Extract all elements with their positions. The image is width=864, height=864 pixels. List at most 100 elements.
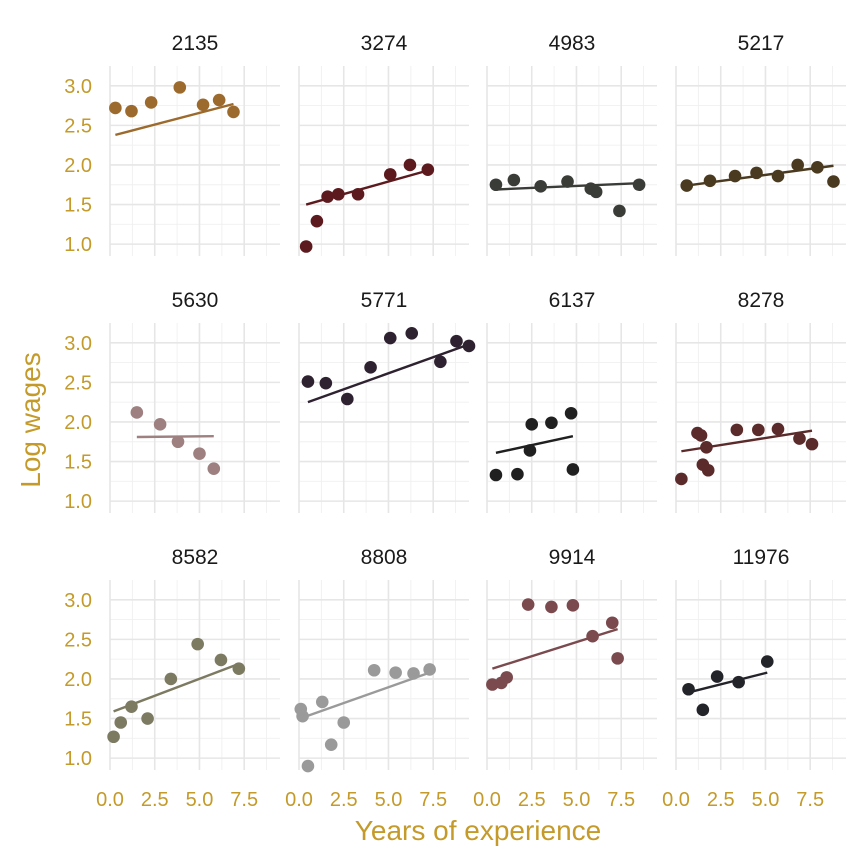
data-point (125, 104, 138, 118)
data-point (827, 175, 840, 188)
data-point (341, 392, 354, 406)
panel-8808: 8808 0.0 2.5 5.0 7.5 (285, 546, 469, 811)
data-point (125, 700, 138, 713)
data-point (153, 418, 167, 431)
data-point (805, 437, 819, 451)
panel-title: 2135 (172, 32, 219, 55)
data-point (611, 652, 624, 665)
data-point (310, 214, 324, 228)
grid (109, 580, 280, 770)
x-tick-label: 5.0 (186, 789, 214, 811)
panel-8278: 8278 (675, 289, 846, 513)
x-tick-label: 0.0 (473, 789, 501, 811)
data-point (301, 759, 315, 773)
data-point (403, 158, 417, 172)
y-tick-label: 3.0 (64, 76, 92, 98)
data-point (732, 675, 745, 689)
data-point (811, 161, 824, 174)
data-point (525, 418, 539, 431)
data-point (586, 629, 599, 643)
data-point (489, 178, 503, 192)
panel-title: 9914 (549, 546, 596, 569)
data-point (193, 447, 206, 460)
data-point (389, 666, 402, 679)
data-point (700, 440, 713, 454)
y-tick-label: 1.0 (64, 234, 92, 256)
grid (486, 66, 657, 256)
data-point (589, 185, 603, 199)
data-point (191, 637, 204, 651)
data-point (523, 444, 537, 457)
data-point (296, 709, 309, 723)
y-tick-label: 3.0 (64, 590, 92, 612)
panels-layer: 2135 1.0 1.5 2.0 2.5 3.0 3274 4983 5217 5630 1.0 1.… (64, 32, 846, 811)
data-point (321, 190, 334, 203)
x-tick-label: 7.5 (419, 789, 447, 811)
grid (675, 66, 846, 256)
grid (298, 66, 469, 256)
y-tick-label: 2.0 (64, 155, 92, 177)
data-point (771, 422, 785, 436)
data-point (405, 326, 419, 340)
panel-title: 8278 (738, 289, 785, 312)
data-point (315, 695, 329, 709)
data-point (232, 662, 246, 675)
data-point (207, 462, 221, 475)
data-point (545, 600, 558, 614)
panel-2135: 2135 1.0 1.5 2.0 2.5 3.0 (64, 32, 280, 256)
panel-title: 5630 (172, 289, 219, 312)
fit-line (495, 435, 574, 455)
y-tick-label: 1.0 (64, 491, 92, 513)
panel-5630: 5630 1.0 1.5 2.0 2.5 3.0 (64, 289, 280, 513)
y-tick-label: 3.0 (64, 333, 92, 355)
data-point (301, 375, 315, 388)
y-tick-label: 2.5 (64, 372, 92, 394)
x-tick-label: 0.0 (662, 789, 690, 811)
data-point (605, 616, 619, 630)
panel-title: 8582 (172, 546, 219, 569)
data-point (434, 355, 447, 369)
data-point (383, 331, 397, 345)
data-point (760, 655, 774, 668)
data-point (144, 96, 158, 109)
data-point (696, 703, 710, 717)
panel-4983: 4983 (486, 32, 657, 256)
data-point (710, 670, 724, 683)
data-point (489, 468, 503, 482)
y-tick-label: 1.5 (64, 452, 92, 474)
data-point (114, 716, 128, 729)
data-point (561, 175, 574, 188)
panel-9914: 9914 0.0 2.5 5.0 7.5 (473, 546, 657, 811)
x-tick-label: 7.5 (796, 789, 824, 811)
data-point (675, 472, 688, 486)
data-point (324, 738, 338, 751)
data-point (227, 105, 240, 119)
data-point (703, 174, 717, 188)
grid (675, 323, 846, 513)
data-point (196, 98, 210, 112)
data-point (730, 423, 744, 437)
data-point (694, 429, 708, 442)
x-tick-label: 2.5 (141, 789, 169, 811)
y-axis-title: Log wages (15, 352, 46, 487)
fit-line (688, 671, 768, 694)
data-point (421, 163, 435, 177)
grid (298, 323, 469, 513)
panel-8582: 8582 1.0 1.5 2.0 2.5 3.0 0.0 2.5 5.0 7.5 (64, 546, 280, 811)
y-tick-label: 1.5 (64, 709, 92, 731)
x-tick-label: 2.5 (518, 789, 546, 811)
grid (486, 323, 657, 513)
data-point (141, 712, 154, 725)
data-point (383, 168, 397, 181)
panel-6137: 6137 (486, 289, 657, 513)
data-point (171, 435, 185, 449)
data-point (109, 101, 122, 115)
grid (109, 66, 280, 256)
panel-11976: 11976 0.0 2.5 5.0 7.5 (662, 546, 846, 811)
data-point (423, 663, 436, 676)
panel-title: 3274 (361, 32, 408, 55)
fit-line (307, 343, 470, 404)
x-tick-label: 5.0 (752, 789, 780, 811)
x-axis-title: Years of experience (355, 815, 601, 846)
